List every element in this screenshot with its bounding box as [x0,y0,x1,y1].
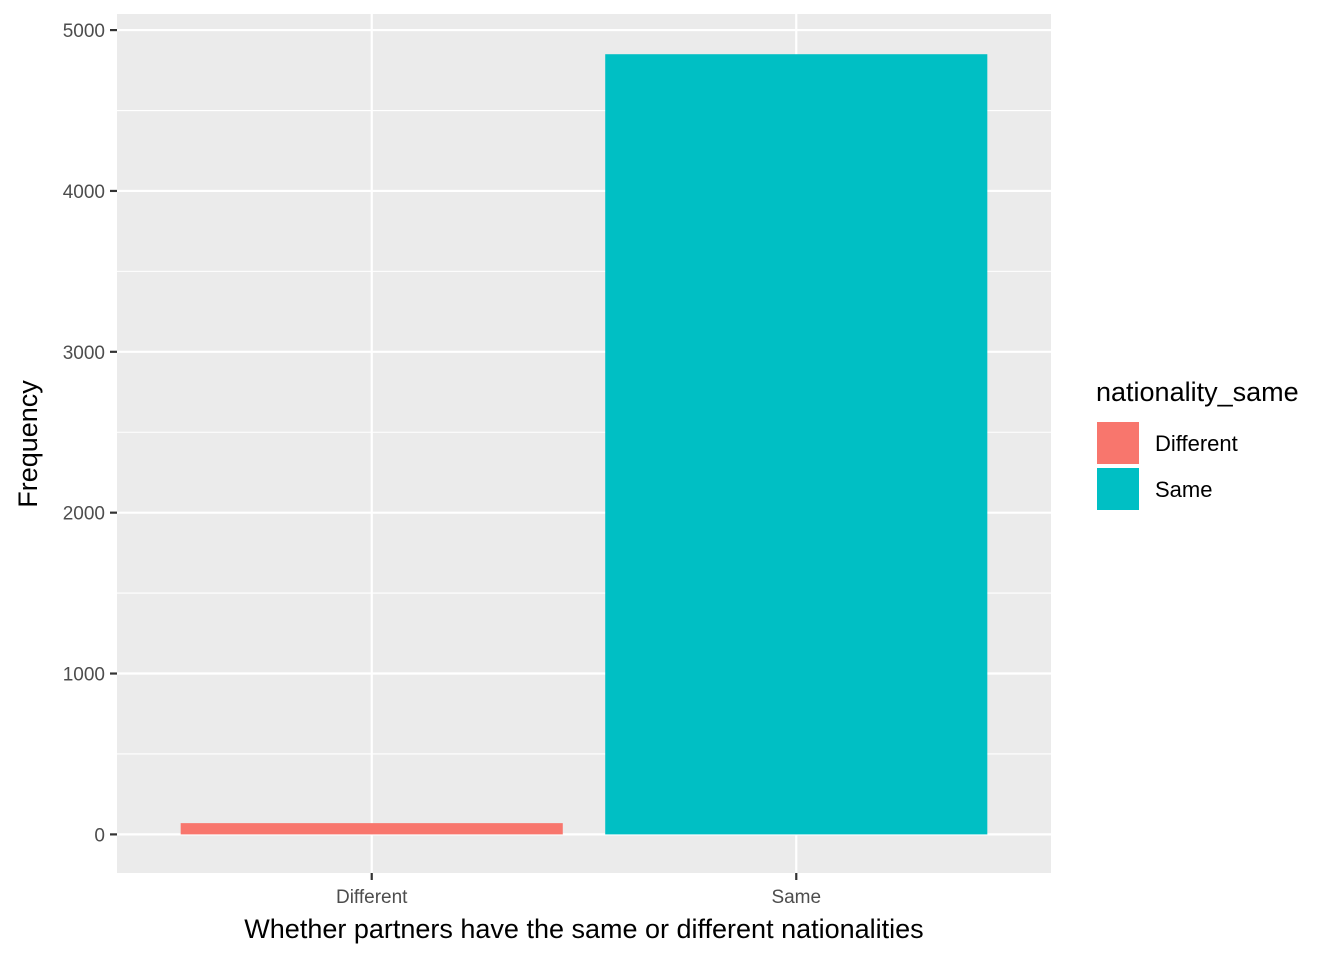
bars [180,54,988,835]
y-axis: 0 1000 2000 3000 4000 5000 [63,21,117,846]
legend-label-same: Same [1155,477,1212,502]
y-tick-label: 4000 [63,182,105,203]
bar-different [180,823,563,835]
x-axis-title: Whether partners have the same or differ… [244,914,923,944]
legend-label-different: Different [1155,431,1238,456]
y-tick-label: 3000 [63,343,105,364]
legend-key-same [1097,468,1139,510]
x-tick-label: Same [771,887,821,908]
y-tick-label: 0 [94,825,105,846]
x-axis: Different Same [336,873,821,908]
y-tick-label: 2000 [63,504,105,525]
legend-title: nationality_same [1096,377,1299,407]
x-tick-label: Different [336,887,408,908]
y-tick-label: 5000 [63,21,105,42]
legend: nationality_same Different Same [1096,377,1299,510]
legend-key-different [1097,422,1139,464]
y-axis-title: Frequency [13,380,43,508]
bar-same [605,54,988,835]
y-tick-label: 1000 [63,665,105,686]
